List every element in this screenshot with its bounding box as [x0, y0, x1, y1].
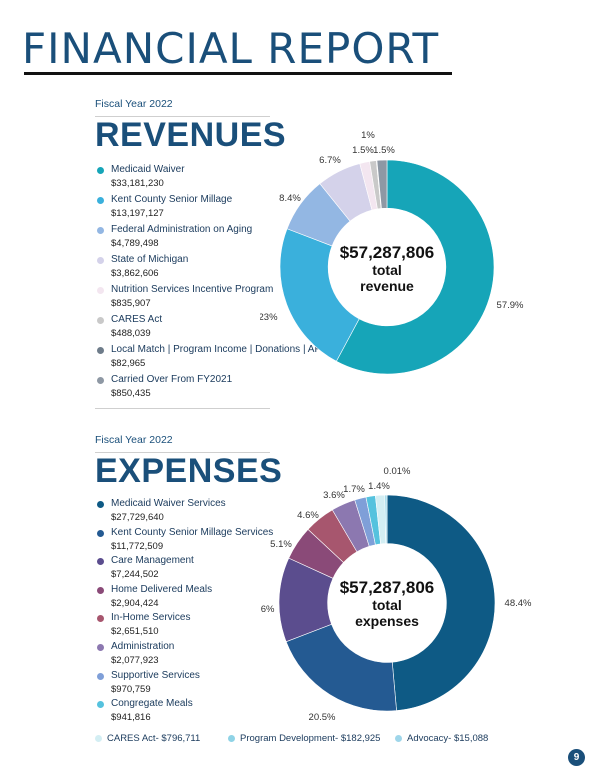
- legend-item-amount: $2,077,923: [111, 655, 159, 666]
- legend-swatch: [97, 347, 104, 354]
- donut-slice: [376, 159, 388, 209]
- legend-item-label: State of Michigan: [111, 254, 189, 265]
- revenues-fiscal-year: Fiscal Year 2022: [95, 98, 173, 110]
- legend-swatch: [97, 529, 104, 537]
- legend-item-label: Medicaid Waiver Services: [111, 498, 226, 509]
- legend-item-amount: $488,039: [111, 328, 151, 339]
- bottom-legend-label: Advocacy- $15,088: [407, 733, 489, 744]
- legend-item-amount: $7,244,502: [111, 569, 159, 581]
- expenses-fiscal-year: Fiscal Year 2022: [95, 434, 173, 446]
- slice-percent-label: 3.6%: [323, 490, 345, 501]
- legend-item-amount: $850,435: [111, 388, 151, 399]
- legend-item-label: Kent County Senior Millage Services: [111, 526, 274, 538]
- legend-item-label: Nutrition Services Incentive Program: [111, 284, 274, 295]
- donut-slice: [386, 494, 496, 711]
- legend-item-label: In-Home Services: [111, 612, 191, 624]
- page-number-badge: 9: [568, 749, 585, 766]
- legend-swatch: [95, 735, 102, 742]
- slice-percent-label: 0.01%: [384, 466, 411, 477]
- legend-swatch: [395, 735, 402, 742]
- legend-swatch: [97, 197, 104, 204]
- legend-item-amount: $82,965: [111, 358, 146, 369]
- expenses-center-label-2: expenses: [355, 613, 419, 629]
- legend-item-label: Federal Administration on Aging: [111, 224, 253, 235]
- legend-item-amount: $13,197,127: [111, 208, 164, 219]
- legend-item-label: Kent County Senior Millage: [111, 194, 233, 205]
- slice-percent-label: 23%: [260, 312, 278, 323]
- legend-swatch: [97, 501, 104, 508]
- legend-swatch: [97, 287, 104, 294]
- legend-swatch: [97, 615, 104, 623]
- legend-swatch: [97, 317, 104, 324]
- slice-percent-label: 1.7%: [343, 484, 365, 495]
- legend-swatch: [97, 701, 104, 709]
- legend-item-amount: $11,772,509: [111, 540, 164, 552]
- legend-item-label: Supportive Services: [111, 669, 200, 681]
- legend-item-label: Medicaid Waiver: [111, 164, 185, 175]
- legend-swatch: [97, 167, 104, 174]
- legend-item-label: Local Match | Program Income | Donations…: [111, 344, 330, 355]
- page-title: FINANCIAL REPORT: [22, 24, 440, 73]
- legend-swatch: [97, 227, 104, 234]
- expenses-donut-chart: 48.4% 20.5% 12.6% 5.1% 4.6% 3.6%1.7%1.4% 0.01%…: [260, 466, 532, 723]
- revenues-bottom-rule: [95, 408, 270, 409]
- slice-percent-label: 1.5%: [352, 145, 374, 156]
- legend-item-label: Administration: [111, 641, 175, 652]
- title-rule: [24, 72, 452, 75]
- slice-percent-label: 48.4%: [505, 598, 532, 609]
- revenues-center-total: $57,287,806: [340, 243, 435, 262]
- legend-item-amount: $835,907: [111, 298, 151, 309]
- revenues-top-rule: [95, 116, 270, 117]
- legend-swatch: [97, 558, 104, 566]
- legend-item-amount: $4,789,498: [111, 238, 159, 249]
- legend-item-amount: $970,759: [111, 683, 151, 695]
- slice-percent-label: 12.6%: [260, 604, 275, 615]
- legend-item-amount: $941,816: [111, 712, 151, 724]
- revenues-center-label-2: revenue: [360, 278, 414, 294]
- legend-swatch: [228, 735, 235, 742]
- revenues-donut-chart: 57.9% 23% 8.4% 6.7% 1.5% 1% 1.5% $57,287,806 t…: [260, 130, 524, 375]
- bottom-legend-label: Program Development- $182,925: [240, 733, 381, 744]
- slice-percent-label: 57.9%: [497, 300, 524, 311]
- legend-swatch: [97, 586, 104, 594]
- legend-swatch: [97, 377, 104, 384]
- donut-slice: [285, 623, 397, 712]
- legend-item-amount: $33,181,230: [111, 178, 164, 189]
- expenses-center-total: $57,287,806: [340, 578, 435, 597]
- legend-item-amount: $3,862,606: [111, 268, 159, 279]
- expenses-heading: EXPENSES: [95, 452, 283, 490]
- legend-item-label: Care Management: [111, 555, 194, 567]
- revenues-center-label-1: total: [372, 262, 402, 278]
- legend-swatch: [97, 644, 104, 651]
- slice-percent-label: 6.7%: [319, 155, 341, 166]
- legend-item-amount: $2,904,424: [111, 597, 159, 609]
- legend-item-amount: $27,729,640: [111, 512, 164, 523]
- slice-percent-label: 8.4%: [279, 193, 301, 204]
- legend-item-amount: $2,651,510: [111, 626, 159, 638]
- legend-item-label: Home Delivered Meals: [111, 583, 213, 595]
- bottom-legend-label: CARES Act- $796,711: [107, 733, 201, 744]
- revenues-heading: REVENUES: [95, 116, 287, 154]
- slice-percent-label: 4.6%: [297, 510, 319, 521]
- slice-percent-label: 1%: [361, 130, 375, 141]
- donut-slice: [335, 159, 495, 375]
- slice-percent-label: 20.5%: [309, 712, 336, 723]
- slice-percent-label: 1.5%: [373, 145, 395, 156]
- legend-swatch: [97, 257, 104, 264]
- expenses-top-rule: [95, 452, 270, 453]
- legend-item-label: Congregate Meals: [111, 698, 193, 710]
- legend-item-label: CARES Act: [111, 314, 163, 325]
- expenses-center-label-1: total: [372, 597, 402, 613]
- slice-percent-label: 5.1%: [270, 539, 292, 550]
- legend-item-label: Carried Over From FY2021: [111, 374, 233, 385]
- slice-percent-label: 1.4%: [368, 481, 390, 492]
- legend-swatch: [97, 672, 104, 680]
